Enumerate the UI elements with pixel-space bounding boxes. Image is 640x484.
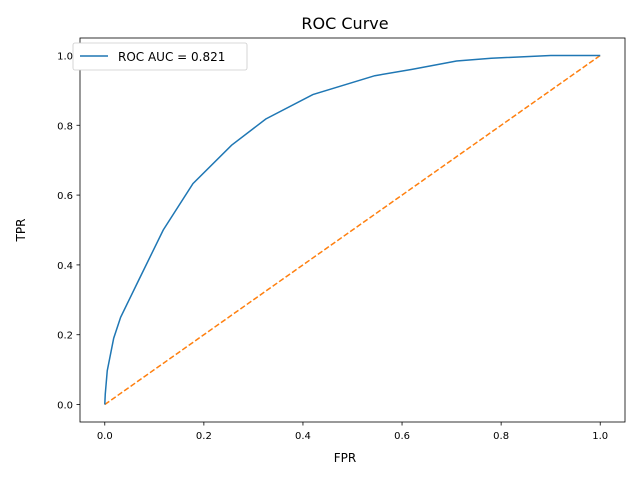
legend: ROC AUC = 0.821 bbox=[72, 42, 248, 71]
x-tick-label: 0.2 bbox=[196, 431, 212, 442]
y-tick-label: 0.0 bbox=[57, 401, 73, 412]
y-tick-label: 0.4 bbox=[57, 261, 73, 272]
legend-label-roc: ROC AUC = 0.821 bbox=[118, 50, 225, 64]
legend-box bbox=[72, 42, 248, 71]
y-tick-label: 0.2 bbox=[57, 331, 73, 342]
plot-series bbox=[104, 54, 601, 406]
x-tick-label: 0.8 bbox=[493, 431, 509, 442]
y-tick-label: 1.0 bbox=[57, 51, 73, 62]
x-tick-label: 0.4 bbox=[295, 431, 311, 442]
x-tick-label: 1.0 bbox=[592, 431, 608, 442]
chance-line bbox=[104, 54, 601, 406]
x-axis-label: FPR bbox=[334, 451, 356, 465]
roc-curve bbox=[104, 54, 601, 405]
y-tick-label: 0.6 bbox=[57, 191, 73, 202]
y-tick-label: 0.8 bbox=[57, 121, 73, 132]
y-axis-label: TPR bbox=[14, 219, 28, 243]
x-tick-label: 0.6 bbox=[394, 431, 410, 442]
x-tick-label: 0.0 bbox=[97, 431, 113, 442]
axes-frame bbox=[79, 37, 626, 423]
chart-title: ROC Curve bbox=[301, 14, 388, 33]
